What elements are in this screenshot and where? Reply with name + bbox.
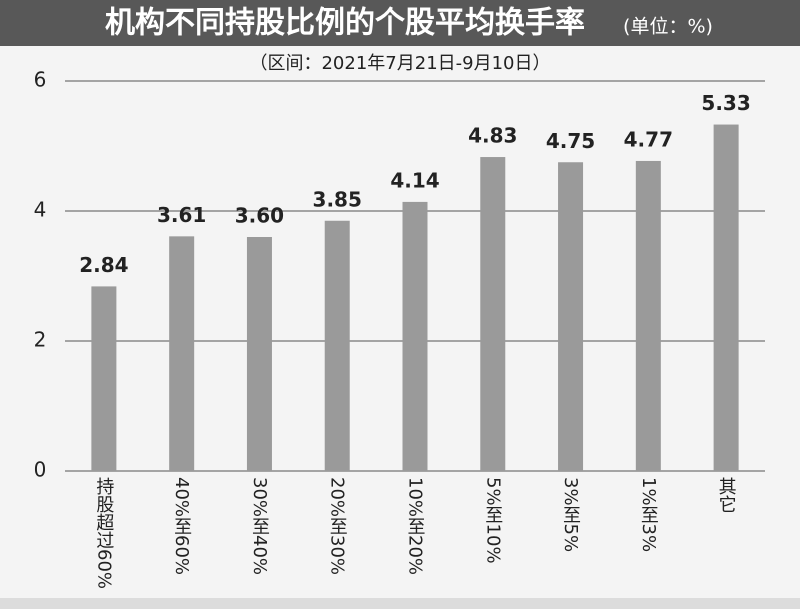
x-tick-label: 3%至5%	[560, 477, 581, 552]
value-label: 5.33	[701, 91, 750, 115]
value-label: 4.75	[546, 129, 595, 153]
y-tick-label: 2	[34, 328, 47, 352]
bar	[713, 124, 739, 472]
x-tick-label: 5%至10%	[482, 477, 503, 564]
unit: (单位：%)	[623, 16, 713, 38]
value-label: 3.61	[157, 203, 206, 227]
bar	[246, 237, 272, 471]
y-tick-label: 0	[34, 458, 47, 482]
subtitle: （区间：2021年7月21日-9月10日）	[249, 53, 550, 74]
x-tick-label: 40%至60%	[171, 477, 192, 575]
x-tick-label: 30%至40%	[249, 477, 270, 575]
chart-title: 机构不同持股比例的个股平均换手率	[105, 6, 585, 41]
x-tick-label: 其它	[716, 477, 737, 513]
title-bar	[0, 0, 800, 46]
bar	[402, 201, 428, 471]
value-label: 4.14	[390, 168, 439, 192]
value-label: 4.77	[624, 127, 673, 151]
x-tick-label: 持股超过60%	[93, 477, 114, 589]
y-tick-label: 6	[34, 68, 47, 92]
bar	[635, 160, 661, 471]
x-tick-label: 10%至20%	[405, 477, 426, 575]
value-label: 3.85	[313, 187, 362, 211]
x-tick-label: 20%至30%	[327, 477, 348, 575]
value-label: 4.83	[468, 124, 517, 148]
footer-bar	[0, 598, 800, 609]
value-label: 3.60	[235, 204, 284, 228]
bar	[324, 220, 350, 471]
bar	[169, 236, 195, 471]
y-tick-label: 4	[34, 198, 47, 222]
bar	[91, 286, 117, 471]
bar	[558, 162, 584, 471]
bar	[480, 157, 506, 472]
value-label: 2.84	[79, 253, 128, 277]
x-tick-label: 1%至3%	[638, 477, 659, 552]
